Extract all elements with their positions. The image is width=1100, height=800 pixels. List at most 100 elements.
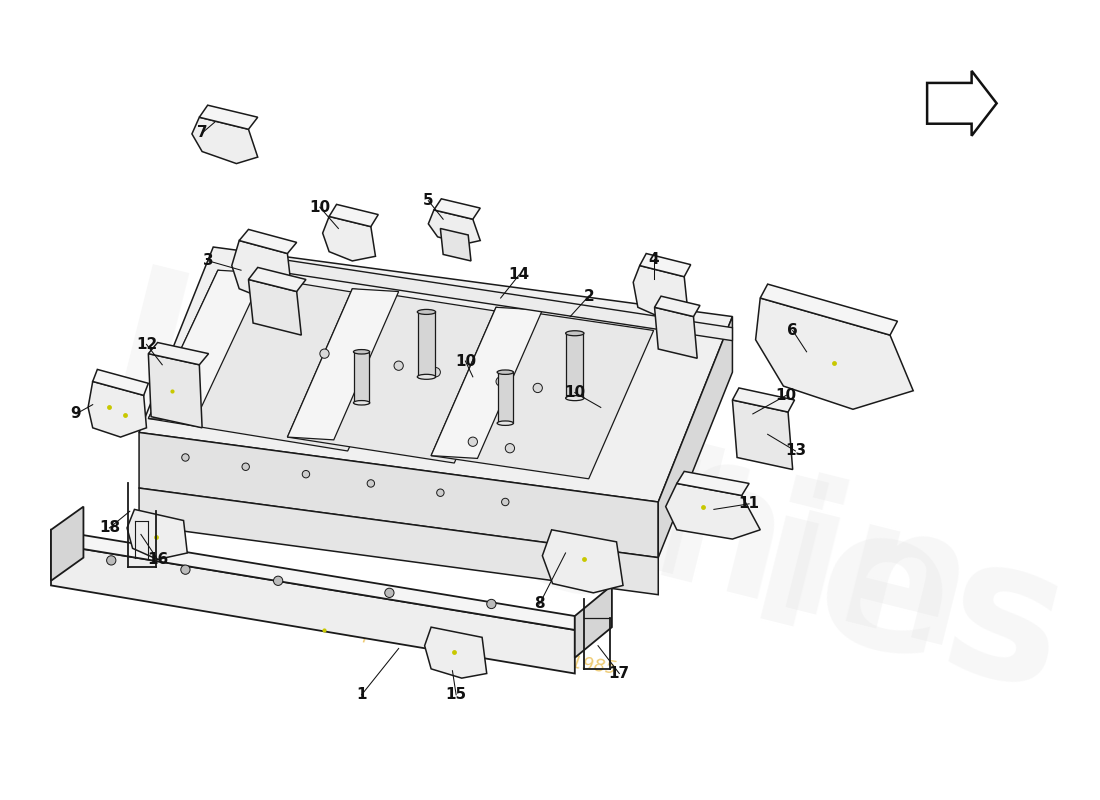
Polygon shape xyxy=(88,382,146,437)
Text: 11: 11 xyxy=(738,496,760,511)
Polygon shape xyxy=(654,296,700,317)
Polygon shape xyxy=(431,307,542,458)
Circle shape xyxy=(356,355,366,365)
Polygon shape xyxy=(634,266,688,318)
Text: 17: 17 xyxy=(608,666,630,681)
Circle shape xyxy=(180,565,190,574)
Text: 2: 2 xyxy=(583,289,594,304)
Polygon shape xyxy=(148,270,417,451)
Text: 4: 4 xyxy=(648,251,659,266)
Polygon shape xyxy=(232,241,292,300)
Polygon shape xyxy=(927,71,997,136)
Circle shape xyxy=(182,454,189,461)
Ellipse shape xyxy=(497,370,514,374)
Circle shape xyxy=(502,498,509,506)
Circle shape xyxy=(302,470,310,478)
Polygon shape xyxy=(640,254,691,277)
Bar xyxy=(498,372,513,423)
Text: a passion for parts since 1985: a passion for parts since 1985 xyxy=(346,622,618,678)
Text: 16: 16 xyxy=(147,552,168,567)
Circle shape xyxy=(242,463,250,470)
Text: 3: 3 xyxy=(204,254,213,269)
Circle shape xyxy=(437,489,444,497)
Polygon shape xyxy=(126,510,187,559)
Text: 8: 8 xyxy=(535,597,544,611)
Polygon shape xyxy=(733,400,793,470)
Ellipse shape xyxy=(417,374,436,379)
Circle shape xyxy=(367,480,375,487)
Circle shape xyxy=(534,383,542,393)
Polygon shape xyxy=(431,307,653,479)
Text: 9: 9 xyxy=(70,406,81,422)
Polygon shape xyxy=(666,483,760,539)
Polygon shape xyxy=(575,586,612,658)
Polygon shape xyxy=(428,210,481,244)
Polygon shape xyxy=(654,307,697,358)
Polygon shape xyxy=(191,118,257,163)
Ellipse shape xyxy=(565,330,584,336)
Ellipse shape xyxy=(353,350,370,354)
Polygon shape xyxy=(287,289,519,463)
Circle shape xyxy=(320,349,329,358)
Polygon shape xyxy=(542,530,623,593)
Polygon shape xyxy=(756,298,913,410)
Circle shape xyxy=(496,377,505,386)
Bar xyxy=(566,334,583,398)
Text: 6: 6 xyxy=(788,323,799,338)
Polygon shape xyxy=(51,530,575,630)
Polygon shape xyxy=(249,279,301,335)
Polygon shape xyxy=(148,354,202,428)
Polygon shape xyxy=(287,289,398,440)
Circle shape xyxy=(469,437,477,446)
Polygon shape xyxy=(760,284,898,335)
Polygon shape xyxy=(425,627,486,678)
Text: bor: bor xyxy=(315,333,761,634)
Polygon shape xyxy=(139,433,658,558)
Text: ies: ies xyxy=(734,474,1084,734)
Polygon shape xyxy=(239,230,297,254)
Polygon shape xyxy=(440,229,471,261)
Ellipse shape xyxy=(497,421,514,426)
Text: 18: 18 xyxy=(99,521,120,535)
Polygon shape xyxy=(51,506,84,581)
Polygon shape xyxy=(148,270,264,422)
Text: 5: 5 xyxy=(424,193,433,208)
Polygon shape xyxy=(676,471,749,495)
Ellipse shape xyxy=(353,401,370,405)
Text: lam: lam xyxy=(84,263,565,574)
Text: 7: 7 xyxy=(197,126,208,141)
Polygon shape xyxy=(148,342,209,365)
Ellipse shape xyxy=(417,310,436,314)
Polygon shape xyxy=(92,370,148,395)
Circle shape xyxy=(431,367,440,377)
Polygon shape xyxy=(658,317,733,558)
Polygon shape xyxy=(322,217,375,261)
Circle shape xyxy=(394,361,404,370)
Circle shape xyxy=(385,588,394,598)
Text: 10: 10 xyxy=(776,388,796,403)
Circle shape xyxy=(107,556,116,565)
Bar xyxy=(354,352,368,402)
Polygon shape xyxy=(139,488,658,594)
Polygon shape xyxy=(51,544,575,674)
Polygon shape xyxy=(139,247,733,502)
Text: 13: 13 xyxy=(785,443,806,458)
Ellipse shape xyxy=(565,396,584,401)
Text: 10: 10 xyxy=(564,385,585,400)
Text: ghin: ghin xyxy=(513,408,990,689)
Bar xyxy=(418,312,434,377)
Text: 12: 12 xyxy=(136,337,157,352)
Circle shape xyxy=(570,389,580,398)
Polygon shape xyxy=(433,199,481,219)
Polygon shape xyxy=(199,105,257,130)
Polygon shape xyxy=(733,388,794,412)
Text: 10: 10 xyxy=(455,354,476,369)
Circle shape xyxy=(505,443,515,453)
Text: 10: 10 xyxy=(309,200,330,214)
Circle shape xyxy=(274,576,283,586)
Polygon shape xyxy=(274,258,733,341)
Polygon shape xyxy=(249,267,306,291)
Text: 15: 15 xyxy=(446,687,466,702)
Polygon shape xyxy=(329,204,378,226)
Text: 1: 1 xyxy=(356,687,366,702)
